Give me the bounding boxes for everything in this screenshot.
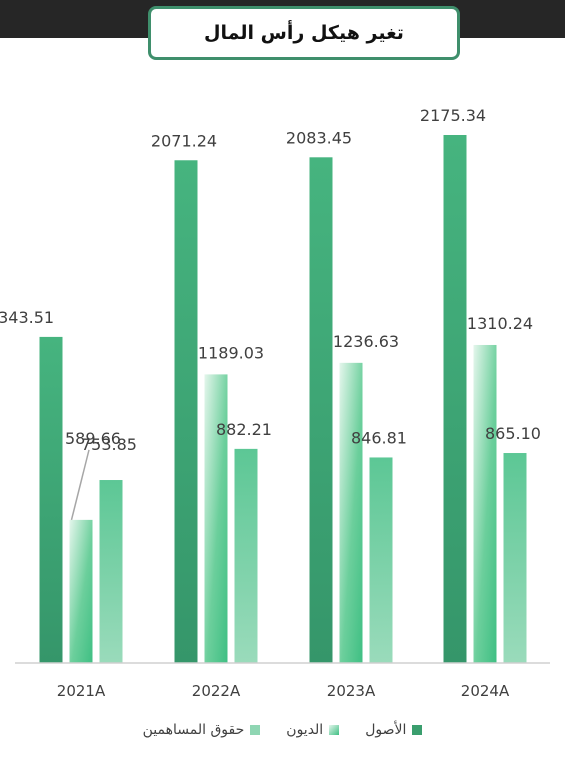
data-label-series2-2023A: 846.81 [351, 428, 407, 447]
leader-line-series1-2021A [70, 449, 90, 521]
bar-series1-2024A [473, 344, 497, 663]
category-label-2023A: 2023A [327, 682, 376, 700]
bar-series0-2024A [443, 135, 467, 663]
legend-item-series1: الديون [286, 722, 340, 738]
chart-title: تغير هيكل رأس المال [204, 22, 404, 44]
bar-series2-2023A [369, 457, 393, 663]
legend-label-series0: الأصول [365, 722, 407, 738]
bar-series0-2021A [39, 336, 63, 663]
data-label-series2-2024A: 865.10 [485, 424, 541, 443]
bar-series1-2022A [204, 374, 228, 663]
bar-series1-2021A [69, 519, 93, 663]
data-label-series1-2022A: 1189.03 [198, 343, 264, 362]
legend-swatch-series1 [329, 725, 340, 735]
data-label-series2-2022A: 882.21 [216, 420, 272, 439]
category-label-2022A: 2022A [192, 682, 241, 700]
category-label-2024A: 2024A [461, 682, 510, 700]
legend-item-series2: حقوق المساهمين [143, 722, 261, 738]
legend-item-series0: الأصول [365, 722, 423, 738]
legend-label-series2: حقوق المساهمين [142, 722, 245, 738]
category-label-2021A: 2021A [57, 682, 106, 700]
data-label-series1-2024A: 1310.24 [467, 314, 533, 333]
legend: الأصول الديون حقوق المساهمين [0, 722, 565, 738]
data-label-series1-2021A: 589.66 [65, 429, 121, 448]
data-label-series0-2022A: 2071.24 [151, 131, 217, 150]
legend-label-series1: الديون [286, 722, 324, 738]
data-label-series1-2023A: 1236.63 [333, 332, 399, 351]
data-label-series0-2023A: 2083.45 [286, 128, 352, 147]
data-label-series0-2021A: 1343.51 [0, 308, 54, 327]
data-label-series0-2024A: 2175.34 [420, 106, 486, 125]
chart-title-box: تغير هيكل رأس المال [148, 6, 460, 60]
legend-swatch-series2 [250, 725, 261, 735]
bar-series0-2023A [309, 157, 333, 664]
bar-series1-2023A [339, 362, 363, 663]
bar-series2-2024A [503, 453, 527, 663]
bar-series2-2021A [99, 480, 123, 663]
bar-series2-2022A [234, 448, 258, 663]
bar-series0-2022A [174, 160, 198, 664]
legend-swatch-series0 [412, 725, 423, 735]
data-label-series2-2021A: 753.85 [81, 435, 137, 454]
